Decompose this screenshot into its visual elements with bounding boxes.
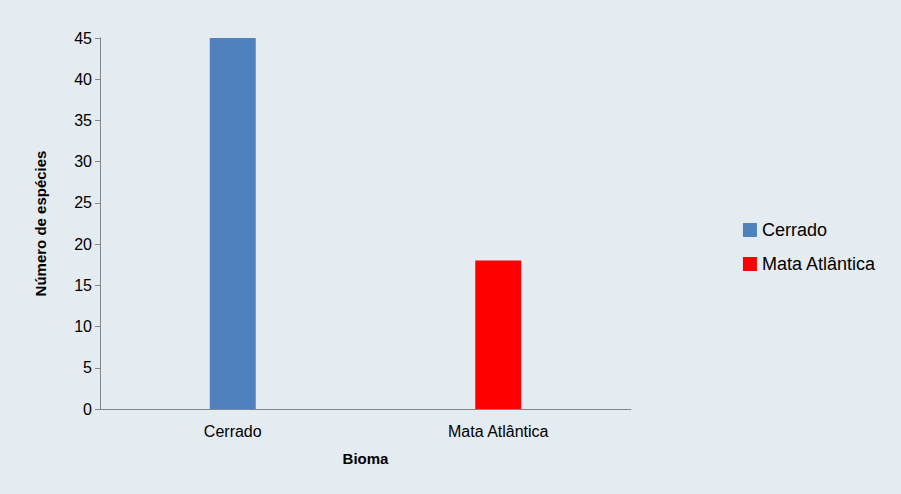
svg-text:Cerrado: Cerrado bbox=[762, 220, 827, 240]
svg-text:35: 35 bbox=[74, 112, 92, 129]
svg-text:15: 15 bbox=[74, 277, 92, 294]
svg-text:45: 45 bbox=[74, 30, 92, 47]
svg-text:Mata Atlântica: Mata Atlântica bbox=[448, 423, 549, 440]
svg-text:Mata Atlântica: Mata Atlântica bbox=[762, 254, 876, 274]
svg-text:20: 20 bbox=[74, 236, 92, 253]
svg-text:5: 5 bbox=[83, 359, 92, 376]
svg-text:0: 0 bbox=[83, 401, 92, 418]
svg-text:25: 25 bbox=[74, 194, 92, 211]
svg-text:Bioma: Bioma bbox=[343, 450, 390, 467]
svg-text:40: 40 bbox=[74, 71, 92, 88]
svg-text:30: 30 bbox=[74, 153, 92, 170]
svg-text:Cerrado: Cerrado bbox=[204, 423, 262, 440]
svg-text:10: 10 bbox=[74, 318, 92, 335]
svg-text:Número de espécies: Número de espécies bbox=[32, 151, 49, 297]
